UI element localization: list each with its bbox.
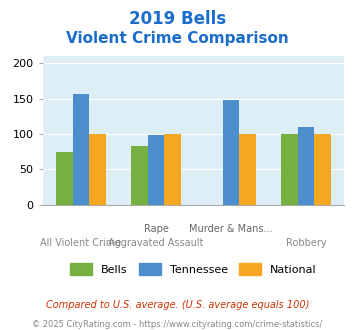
Text: Murder & Mans...: Murder & Mans... <box>189 224 273 234</box>
Text: © 2025 CityRating.com - https://www.cityrating.com/crime-statistics/: © 2025 CityRating.com - https://www.city… <box>32 320 323 329</box>
Text: 2019 Bells: 2019 Bells <box>129 10 226 28</box>
Bar <box>148 135 164 205</box>
Bar <box>239 134 256 205</box>
Bar <box>314 134 331 205</box>
Text: Robbery: Robbery <box>285 238 326 248</box>
Text: Rape: Rape <box>143 224 168 234</box>
Bar <box>164 134 181 205</box>
Legend: Bells, Tennessee, National: Bells, Tennessee, National <box>66 259 321 279</box>
Text: Aggravated Assault: Aggravated Assault <box>108 238 204 248</box>
Text: All Violent Crime: All Violent Crime <box>40 238 122 248</box>
Text: Compared to U.S. average. (U.S. average equals 100): Compared to U.S. average. (U.S. average … <box>46 300 309 310</box>
Bar <box>223 100 239 205</box>
Bar <box>297 127 314 205</box>
Bar <box>56 151 73 205</box>
Bar <box>131 146 148 205</box>
Text: Violent Crime Comparison: Violent Crime Comparison <box>66 31 289 46</box>
Bar <box>281 134 297 205</box>
Bar <box>89 134 106 205</box>
Bar <box>73 94 89 205</box>
